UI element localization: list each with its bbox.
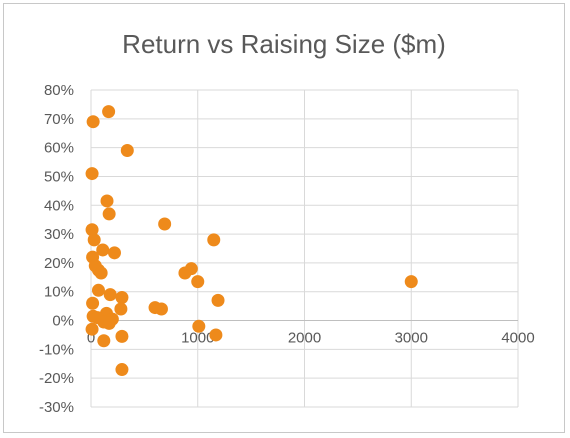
data-point [107, 246, 121, 260]
data-point [211, 293, 225, 307]
data-point [191, 275, 205, 289]
chart-frame: Return vs Raising Size ($m) -30% -20% -10%… [3, 3, 565, 433]
data-point [154, 302, 168, 316]
data-point [207, 233, 221, 247]
x-tick-label: 4000 [501, 330, 534, 347]
y-tick-label: -20% [39, 370, 74, 387]
data-point [86, 115, 100, 129]
data-point [178, 266, 192, 280]
data-point [404, 275, 418, 289]
data-point [102, 207, 116, 221]
data-point [86, 296, 100, 310]
y-tick-label: 40% [44, 197, 74, 214]
data-point [85, 322, 99, 336]
data-point [102, 105, 116, 119]
y-tick-label: -10% [39, 341, 74, 358]
data-point [102, 316, 116, 330]
y-tick-label: 70% [44, 111, 74, 128]
data-point [192, 319, 206, 333]
data-point [100, 194, 114, 208]
data-point [96, 243, 110, 257]
y-tick-label: -30% [39, 399, 74, 416]
y-tick-label: 0% [52, 313, 74, 330]
x-tick-label: 3000 [395, 330, 428, 347]
y-tick-label: 10% [44, 284, 74, 301]
x-tick-label: 0 [87, 330, 95, 347]
data-point [85, 167, 99, 181]
scatter-plot: -30% -20% -10% 0% 10% 20% 30% 40% 50% 60% 70% 80% 0 1… [39, 82, 535, 416]
data-point [158, 217, 172, 231]
data-point [94, 266, 108, 280]
y-tick-label: 20% [44, 255, 74, 272]
y-tick-label: 30% [44, 226, 74, 243]
y-tick-label: 50% [44, 168, 74, 185]
x-tick-label: 2000 [288, 330, 321, 347]
data-point [91, 283, 105, 297]
data-point [103, 288, 117, 302]
data-point [87, 233, 101, 247]
chart-title: Return vs Raising Size ($m) [122, 29, 446, 59]
data-point [114, 302, 128, 316]
data-point [115, 290, 129, 304]
data-point [115, 363, 129, 377]
x-tick-label: 1000 [181, 330, 214, 347]
data-point [85, 223, 99, 237]
y-tick-label: 80% [44, 82, 74, 99]
data-point [97, 334, 111, 348]
data-point [120, 144, 134, 158]
data-point [209, 328, 223, 342]
data-point [115, 329, 129, 343]
y-tick-label: 60% [44, 140, 74, 157]
